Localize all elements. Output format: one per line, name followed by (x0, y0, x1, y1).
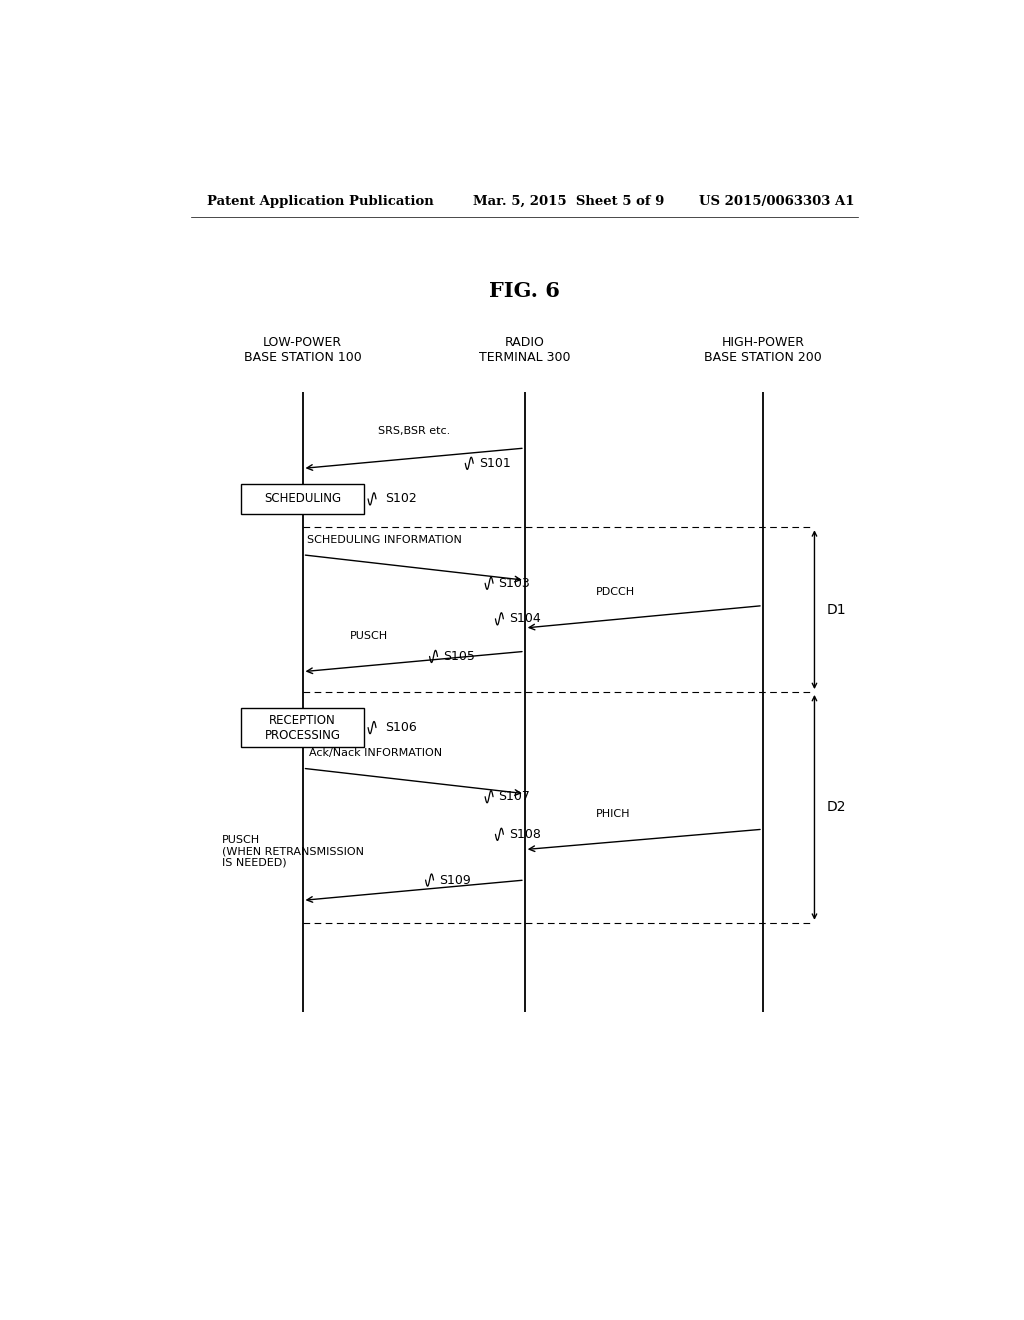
Text: SRS,BSR etc.: SRS,BSR etc. (378, 426, 451, 436)
Text: FIG. 6: FIG. 6 (489, 281, 560, 301)
Text: PUSCH
(WHEN RETRANSMISSION
IS NEEDED): PUSCH (WHEN RETRANSMISSION IS NEEDED) (221, 834, 364, 867)
Text: RADIO
TERMINAL 300: RADIO TERMINAL 300 (479, 337, 570, 364)
Text: S103: S103 (499, 577, 530, 590)
Text: D1: D1 (826, 603, 846, 616)
Text: S108: S108 (509, 828, 541, 841)
Text: D2: D2 (826, 800, 846, 814)
Text: S107: S107 (499, 791, 530, 803)
Text: PUSCH: PUSCH (350, 631, 388, 642)
Text: HIGH-POWER
BASE STATION 200: HIGH-POWER BASE STATION 200 (705, 337, 821, 364)
Text: S105: S105 (443, 649, 475, 663)
Bar (241, 709, 365, 747)
Text: Ack/Nack INFORMATION: Ack/Nack INFORMATION (309, 748, 442, 758)
Text: S104: S104 (509, 612, 541, 626)
Text: LOW-POWER
BASE STATION 100: LOW-POWER BASE STATION 100 (244, 337, 361, 364)
Text: S109: S109 (439, 874, 471, 887)
Text: Patent Application Publication: Patent Application Publication (207, 194, 434, 207)
Text: Mar. 5, 2015  Sheet 5 of 9: Mar. 5, 2015 Sheet 5 of 9 (473, 194, 665, 207)
Text: US 2015/0063303 A1: US 2015/0063303 A1 (699, 194, 855, 207)
Text: SCHEDULING INFORMATION: SCHEDULING INFORMATION (306, 535, 462, 545)
Text: PHICH: PHICH (596, 809, 631, 818)
Text: S101: S101 (479, 457, 511, 470)
Text: S102: S102 (385, 492, 417, 506)
Text: RECEPTION
PROCESSING: RECEPTION PROCESSING (264, 714, 341, 742)
Text: PDCCH: PDCCH (596, 587, 635, 598)
Bar (241, 483, 365, 515)
Text: SCHEDULING: SCHEDULING (264, 492, 341, 506)
Text: S106: S106 (385, 721, 417, 734)
